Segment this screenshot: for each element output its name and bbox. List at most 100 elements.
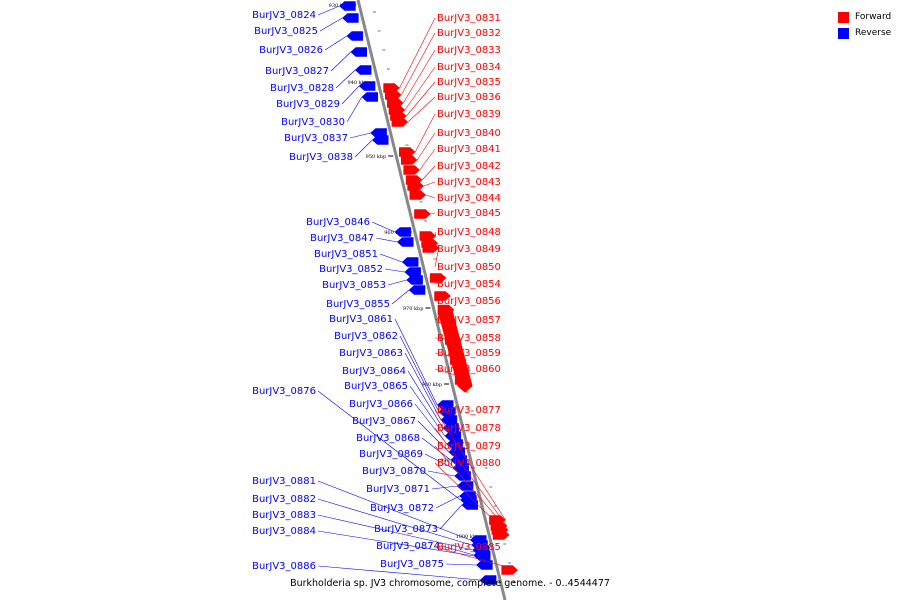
gene-label-BurJV3_0830: BurJV3_0830	[281, 117, 345, 128]
gene-label-BurJV3_0844: BurJV3_0844	[437, 193, 501, 204]
gene-label-BurJV3_0883: BurJV3_0883	[252, 510, 316, 521]
leader-BurJV3_0853	[387, 279, 407, 286]
leader-BurJV3_0825	[319, 17, 343, 32]
gene-label-BurJV3_0879: BurJV3_0879	[437, 441, 501, 452]
gene-label-BurJV3_0851: BurJV3_0851	[314, 249, 378, 260]
scale-tick-label: 960 kbp	[384, 230, 405, 236]
gene-label-BurJV3_0825: BurJV3_0825	[254, 26, 318, 37]
leader-BurJV3_0850	[434, 247, 440, 268]
gene-BurJV3_0855	[408, 285, 426, 295]
legend: Forward Reverse	[838, 9, 891, 41]
leader-BurJV3_0874	[441, 545, 475, 556]
gene-BurJV3_0875	[476, 560, 493, 570]
gene-label-BurJV3_0827: BurJV3_0827	[265, 66, 329, 77]
leader-BurJV3_0851	[379, 253, 403, 263]
leader-BurJV3_0869	[424, 453, 453, 469]
gene-label-BurJV3_0857: BurJV3_0857	[437, 315, 501, 326]
gene-label-BurJV3_0884: BurJV3_0884	[252, 526, 316, 537]
gene-BurJV3_0827	[350, 47, 367, 57]
gene-label-BurJV3_0838: BurJV3_0838	[289, 152, 353, 163]
gene-BurJV3_0841	[403, 165, 421, 175]
gene-label-BurJV3_0861: BurJV3_0861	[329, 314, 393, 325]
leader-BurJV3_0884	[317, 530, 475, 557]
gene-BurJV3_0851	[401, 257, 419, 267]
leader-BurJV3_0831	[399, 17, 436, 89]
leader-BurJV3_0847	[375, 237, 398, 243]
gene-BurJV3_0839	[398, 147, 416, 157]
gene-label-BurJV3_0856: BurJV3_0856	[437, 296, 501, 307]
gene-label-BurJV3_0829: BurJV3_0829	[276, 99, 340, 110]
gene-label-BurJV3_0875: BurJV3_0875	[380, 559, 444, 570]
gene-BurJV3_0847	[396, 237, 414, 247]
leader-BurJV3_0824	[317, 5, 340, 16]
leader-BurJV3_0842	[421, 165, 436, 181]
gene-BurJV3_0840	[400, 155, 418, 165]
leader-BurJV3_0885	[434, 546, 518, 571]
gene-BurJV3_0852	[404, 267, 421, 277]
gene-label-BurJV3_0834: BurJV3_0834	[437, 62, 501, 73]
leader-BurJV3_0875	[445, 563, 477, 566]
gene-label-BurJV3_0836: BurJV3_0836	[437, 92, 501, 103]
leader-BurJV3_0856	[434, 295, 451, 302]
gene-label-BurJV3_0871: BurJV3_0871	[366, 484, 430, 495]
gene-label-BurJV3_0852: BurJV3_0852	[319, 264, 383, 275]
leader-BurJV3_0848	[434, 231, 437, 237]
gene-label-BurJV3_0867: BurJV3_0867	[352, 416, 416, 427]
leader-BurJV3_0862	[399, 335, 440, 413]
leader-BurJV3_0845	[430, 212, 436, 215]
gene-BurJV3_0880	[492, 530, 510, 540]
gene-BurJV3_0871	[456, 481, 474, 491]
gene-BurJV3_0829	[358, 81, 376, 91]
gene-BurJV3_0846	[394, 227, 412, 237]
leader-BurJV3_0828	[335, 69, 356, 89]
gene-block-forward-large	[437, 311, 473, 393]
leader-BurJV3_0868	[421, 437, 451, 461]
gene-label-BurJV3_0841: BurJV3_0841	[437, 144, 501, 155]
gene-label-BurJV3_0837: BurJV3_0837	[284, 133, 348, 144]
legend-label-reverse: Reverse	[855, 28, 892, 38]
gene-label-BurJV3_0824: BurJV3_0824	[252, 10, 316, 21]
leader-BurJV3_0829	[341, 85, 360, 105]
leader-BurJV3_0873	[439, 504, 462, 530]
gene-label-BurJV3_0832: BurJV3_0832	[437, 28, 501, 39]
gene-label-BurJV3_0863: BurJV3_0863	[339, 348, 403, 359]
gene-label-BurJV3_0835: BurJV3_0835	[437, 77, 501, 88]
legend-label-forward: Forward	[855, 12, 892, 22]
gene-label-BurJV3_0842: BurJV3_0842	[437, 161, 501, 172]
scale-tick-label: 1000 kbp	[456, 534, 480, 540]
leader-BurJV3_0840	[416, 132, 436, 161]
gene-label-BurJV3_0833: BurJV3_0833	[437, 45, 501, 56]
leader-BurJV3_0883	[317, 514, 473, 551]
gene-label-BurJV3_0846: BurJV3_0846	[306, 217, 370, 228]
leader-BurJV3_0834	[404, 66, 436, 111]
leader-BurJV3_0844	[425, 194, 436, 199]
leader-BurJV3_0870	[427, 470, 455, 477]
gene-label-BurJV3_0865: BurJV3_0865	[344, 381, 408, 392]
scale-tick-label: 980 kbp	[422, 382, 443, 388]
leader-BurJV3_0833	[402, 49, 436, 104]
legend-item-reverse: Reverse	[838, 25, 891, 41]
gene-BurJV3_0838	[371, 135, 389, 145]
gene-label-BurJV3_0876: BurJV3_0876	[252, 386, 316, 397]
leader-BurJV3_0863	[404, 352, 442, 421]
gene-label-BurJV3_0858: BurJV3_0858	[437, 333, 501, 344]
scale-tick-label: 950 kbp	[366, 154, 387, 160]
leader-BurJV3_0878	[434, 427, 508, 527]
gene-label-BurJV3_0828: BurJV3_0828	[270, 83, 334, 94]
gene-label-BurJV3_0854: BurJV3_0854	[437, 279, 501, 290]
leader-BurJV3_0832	[401, 32, 436, 96]
gene-label-BurJV3_0831: BurJV3_0831	[437, 13, 501, 24]
gene-BurJV3_0886	[479, 575, 497, 585]
gene-label-BurJV3_0845: BurJV3_0845	[437, 208, 501, 219]
leader-BurJV3_0855	[391, 289, 410, 305]
gene-label-BurJV3_0843: BurJV3_0843	[437, 177, 501, 188]
leader-BurJV3_0880	[434, 462, 510, 536]
gene-label-BurJV3_0848: BurJV3_0848	[437, 227, 501, 238]
forward-swatch	[838, 11, 849, 23]
gene-label-BurJV3_0847: BurJV3_0847	[310, 233, 374, 244]
leader-BurJV3_0841	[419, 148, 436, 171]
gene-BurJV3_0885	[501, 565, 519, 575]
leader-BurJV3_0843	[423, 181, 436, 187]
gene-label-BurJV3_0872: BurJV3_0872	[370, 503, 434, 514]
